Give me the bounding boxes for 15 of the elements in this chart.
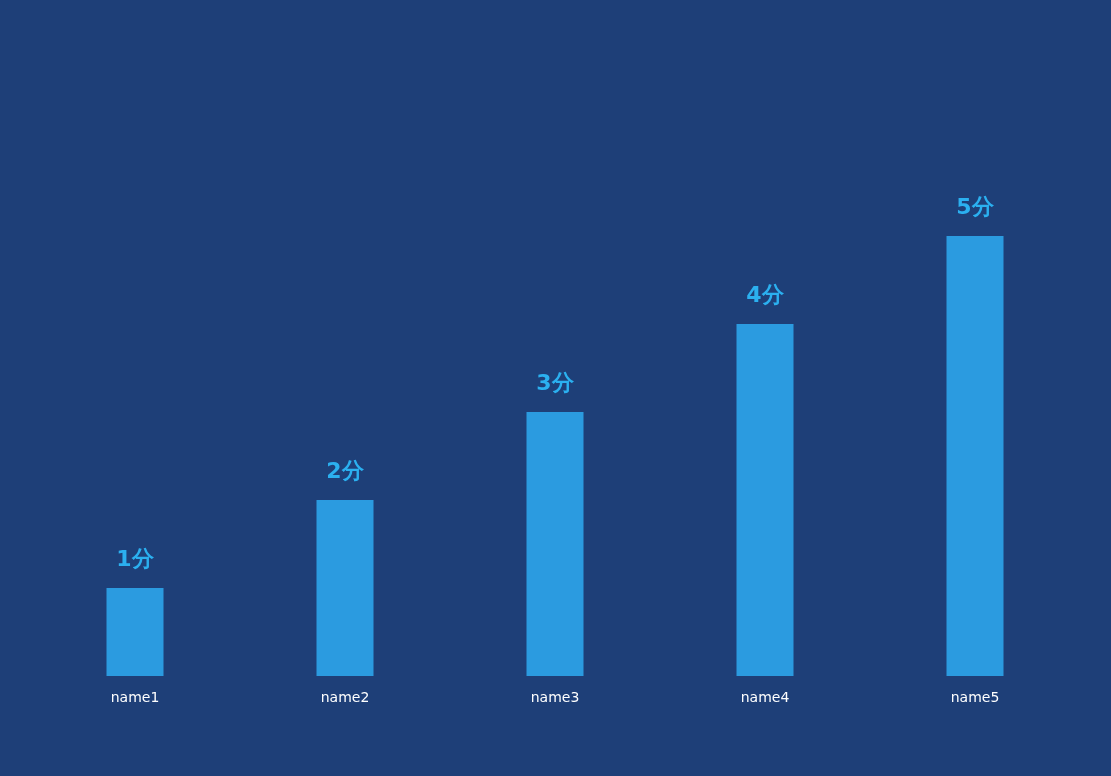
x-tick-label: name5 [950,689,1000,705]
bar [106,588,164,676]
data-label: 1分 [116,546,155,571]
x-tick-label: name4 [740,689,790,705]
x-tick-label: name3 [530,689,580,705]
x-tick-label: name1 [110,689,160,705]
bar [946,236,1004,676]
data-label: 2分 [326,458,365,483]
data-label: 4分 [746,282,785,307]
data-label: 5分 [956,194,995,219]
x-tick-label: name2 [320,689,370,705]
bar [316,500,374,676]
bar [736,324,794,676]
bar [526,412,584,676]
data-label: 3分 [536,370,575,395]
